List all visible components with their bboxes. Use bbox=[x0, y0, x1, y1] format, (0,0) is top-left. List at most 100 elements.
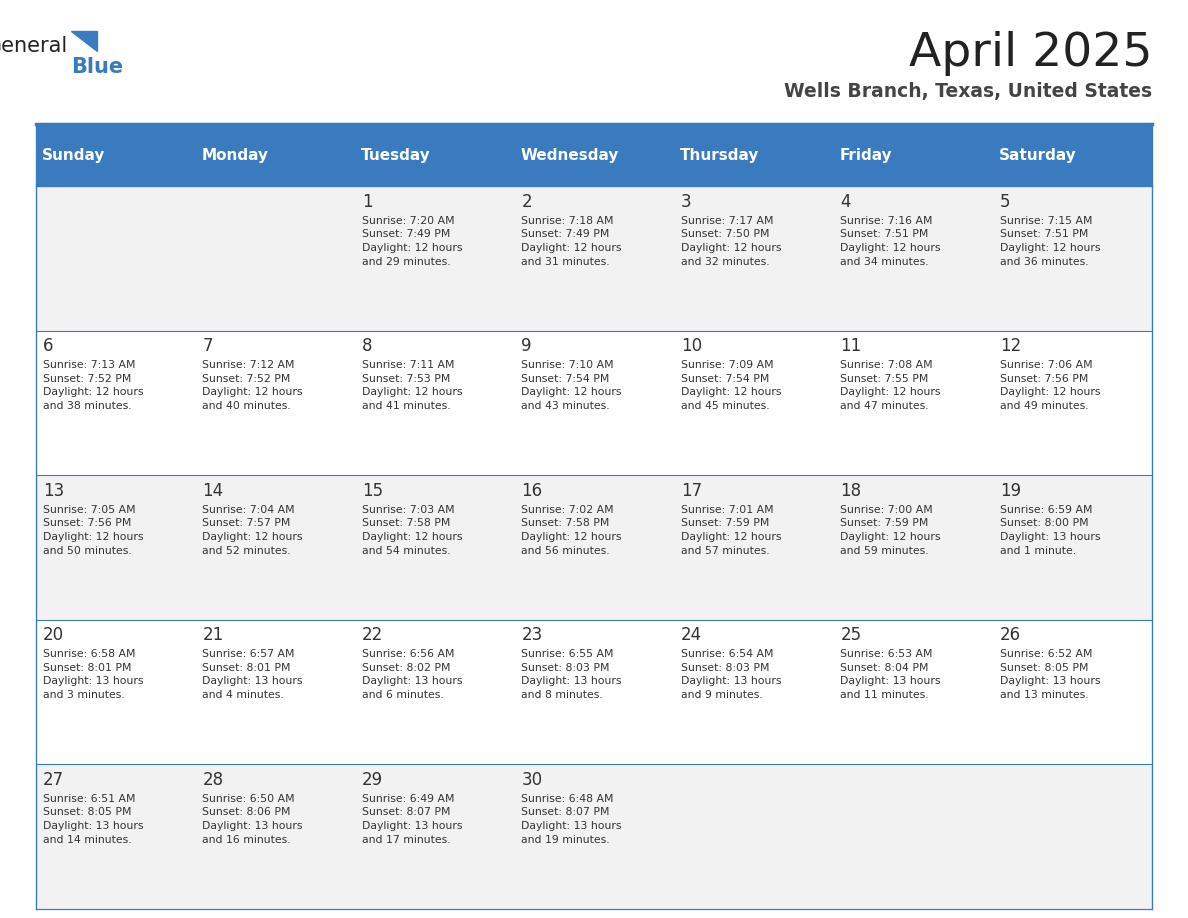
Text: Sunrise: 6:55 AM
Sunset: 8:03 PM
Daylight: 13 hours
and 8 minutes.: Sunrise: 6:55 AM Sunset: 8:03 PM Dayligh… bbox=[522, 649, 621, 700]
Bar bbox=[993, 186, 1152, 330]
Text: Sunrise: 7:00 AM
Sunset: 7:59 PM
Daylight: 12 hours
and 59 minutes.: Sunrise: 7:00 AM Sunset: 7:59 PM Dayligh… bbox=[840, 505, 941, 555]
Text: 6: 6 bbox=[43, 337, 53, 355]
Bar bbox=[355, 620, 514, 765]
Text: 4: 4 bbox=[840, 193, 851, 211]
Bar bbox=[514, 765, 674, 909]
Text: Sunrise: 6:59 AM
Sunset: 8:00 PM
Daylight: 13 hours
and 1 minute.: Sunrise: 6:59 AM Sunset: 8:00 PM Dayligh… bbox=[1000, 505, 1100, 555]
Bar bbox=[833, 124, 993, 186]
Text: 26: 26 bbox=[1000, 626, 1020, 644]
Text: 29: 29 bbox=[362, 771, 383, 789]
Bar bbox=[36, 186, 195, 330]
Text: Sunrise: 7:11 AM
Sunset: 7:53 PM
Daylight: 12 hours
and 41 minutes.: Sunrise: 7:11 AM Sunset: 7:53 PM Dayligh… bbox=[362, 360, 462, 411]
Text: 24: 24 bbox=[681, 626, 702, 644]
Text: Sunrise: 7:09 AM
Sunset: 7:54 PM
Daylight: 12 hours
and 45 minutes.: Sunrise: 7:09 AM Sunset: 7:54 PM Dayligh… bbox=[681, 360, 782, 411]
Text: Sunrise: 7:20 AM
Sunset: 7:49 PM
Daylight: 12 hours
and 29 minutes.: Sunrise: 7:20 AM Sunset: 7:49 PM Dayligh… bbox=[362, 216, 462, 266]
Text: 13: 13 bbox=[43, 482, 64, 499]
Bar bbox=[833, 765, 993, 909]
Bar bbox=[833, 186, 993, 330]
Bar bbox=[674, 476, 833, 620]
Bar bbox=[195, 330, 355, 476]
Bar bbox=[514, 124, 674, 186]
Bar bbox=[195, 765, 355, 909]
Text: 3: 3 bbox=[681, 193, 691, 211]
Bar bbox=[833, 476, 993, 620]
Text: Sunrise: 6:53 AM
Sunset: 8:04 PM
Daylight: 13 hours
and 11 minutes.: Sunrise: 6:53 AM Sunset: 8:04 PM Dayligh… bbox=[840, 649, 941, 700]
Bar bbox=[36, 124, 195, 186]
Text: Sunrise: 7:16 AM
Sunset: 7:51 PM
Daylight: 12 hours
and 34 minutes.: Sunrise: 7:16 AM Sunset: 7:51 PM Dayligh… bbox=[840, 216, 941, 266]
Text: 23: 23 bbox=[522, 626, 543, 644]
Bar bbox=[514, 186, 674, 330]
Text: Sunrise: 6:51 AM
Sunset: 8:05 PM
Daylight: 13 hours
and 14 minutes.: Sunrise: 6:51 AM Sunset: 8:05 PM Dayligh… bbox=[43, 794, 144, 845]
Bar bbox=[36, 765, 195, 909]
Text: 20: 20 bbox=[43, 626, 64, 644]
Text: 28: 28 bbox=[202, 771, 223, 789]
Bar bbox=[674, 186, 833, 330]
Text: Sunrise: 7:12 AM
Sunset: 7:52 PM
Daylight: 12 hours
and 40 minutes.: Sunrise: 7:12 AM Sunset: 7:52 PM Dayligh… bbox=[202, 360, 303, 411]
Text: Tuesday: Tuesday bbox=[361, 148, 431, 162]
Bar bbox=[195, 124, 355, 186]
Text: Sunrise: 6:54 AM
Sunset: 8:03 PM
Daylight: 13 hours
and 9 minutes.: Sunrise: 6:54 AM Sunset: 8:03 PM Dayligh… bbox=[681, 649, 782, 700]
Bar bbox=[195, 620, 355, 765]
Text: 27: 27 bbox=[43, 771, 64, 789]
Text: Blue: Blue bbox=[71, 57, 124, 77]
Text: Sunrise: 7:13 AM
Sunset: 7:52 PM
Daylight: 12 hours
and 38 minutes.: Sunrise: 7:13 AM Sunset: 7:52 PM Dayligh… bbox=[43, 360, 144, 411]
Text: Sunrise: 7:03 AM
Sunset: 7:58 PM
Daylight: 12 hours
and 54 minutes.: Sunrise: 7:03 AM Sunset: 7:58 PM Dayligh… bbox=[362, 505, 462, 555]
Text: 5: 5 bbox=[1000, 193, 1011, 211]
Text: April 2025: April 2025 bbox=[909, 30, 1152, 76]
Text: 14: 14 bbox=[202, 482, 223, 499]
Bar bbox=[355, 765, 514, 909]
Text: 1: 1 bbox=[362, 193, 373, 211]
Text: 11: 11 bbox=[840, 337, 861, 355]
Bar bbox=[355, 186, 514, 330]
Text: 16: 16 bbox=[522, 482, 543, 499]
Bar bbox=[514, 330, 674, 476]
Bar bbox=[195, 186, 355, 330]
Bar bbox=[833, 330, 993, 476]
Bar bbox=[514, 620, 674, 765]
Text: Thursday: Thursday bbox=[681, 148, 759, 162]
Text: 9: 9 bbox=[522, 337, 532, 355]
Text: Sunrise: 6:49 AM
Sunset: 8:07 PM
Daylight: 13 hours
and 17 minutes.: Sunrise: 6:49 AM Sunset: 8:07 PM Dayligh… bbox=[362, 794, 462, 845]
Text: Wells Branch, Texas, United States: Wells Branch, Texas, United States bbox=[784, 83, 1152, 101]
Text: Sunrise: 7:02 AM
Sunset: 7:58 PM
Daylight: 12 hours
and 56 minutes.: Sunrise: 7:02 AM Sunset: 7:58 PM Dayligh… bbox=[522, 505, 621, 555]
Text: Sunrise: 6:56 AM
Sunset: 8:02 PM
Daylight: 13 hours
and 6 minutes.: Sunrise: 6:56 AM Sunset: 8:02 PM Dayligh… bbox=[362, 649, 462, 700]
Text: Sunrise: 6:57 AM
Sunset: 8:01 PM
Daylight: 13 hours
and 4 minutes.: Sunrise: 6:57 AM Sunset: 8:01 PM Dayligh… bbox=[202, 649, 303, 700]
Bar bbox=[674, 124, 833, 186]
Text: 21: 21 bbox=[202, 626, 223, 644]
Text: 10: 10 bbox=[681, 337, 702, 355]
Bar bbox=[993, 124, 1152, 186]
Bar bbox=[833, 620, 993, 765]
Bar bbox=[355, 124, 514, 186]
Bar bbox=[993, 476, 1152, 620]
Bar bbox=[674, 620, 833, 765]
Text: 22: 22 bbox=[362, 626, 383, 644]
Text: Sunrise: 7:01 AM
Sunset: 7:59 PM
Daylight: 12 hours
and 57 minutes.: Sunrise: 7:01 AM Sunset: 7:59 PM Dayligh… bbox=[681, 505, 782, 555]
Text: 15: 15 bbox=[362, 482, 383, 499]
Text: General: General bbox=[0, 36, 68, 56]
Text: 17: 17 bbox=[681, 482, 702, 499]
Text: 12: 12 bbox=[1000, 337, 1022, 355]
Text: Sunrise: 7:08 AM
Sunset: 7:55 PM
Daylight: 12 hours
and 47 minutes.: Sunrise: 7:08 AM Sunset: 7:55 PM Dayligh… bbox=[840, 360, 941, 411]
Text: 25: 25 bbox=[840, 626, 861, 644]
Text: Sunrise: 7:05 AM
Sunset: 7:56 PM
Daylight: 12 hours
and 50 minutes.: Sunrise: 7:05 AM Sunset: 7:56 PM Dayligh… bbox=[43, 505, 144, 555]
Bar bbox=[993, 765, 1152, 909]
Text: Sunrise: 6:58 AM
Sunset: 8:01 PM
Daylight: 13 hours
and 3 minutes.: Sunrise: 6:58 AM Sunset: 8:01 PM Dayligh… bbox=[43, 649, 144, 700]
Text: Sunrise: 6:50 AM
Sunset: 8:06 PM
Daylight: 13 hours
and 16 minutes.: Sunrise: 6:50 AM Sunset: 8:06 PM Dayligh… bbox=[202, 794, 303, 845]
Bar bbox=[355, 476, 514, 620]
Bar bbox=[36, 476, 195, 620]
Bar bbox=[355, 330, 514, 476]
Text: 18: 18 bbox=[840, 482, 861, 499]
Text: Sunrise: 7:06 AM
Sunset: 7:56 PM
Daylight: 12 hours
and 49 minutes.: Sunrise: 7:06 AM Sunset: 7:56 PM Dayligh… bbox=[1000, 360, 1100, 411]
Text: 2: 2 bbox=[522, 193, 532, 211]
Text: Sunrise: 6:52 AM
Sunset: 8:05 PM
Daylight: 13 hours
and 13 minutes.: Sunrise: 6:52 AM Sunset: 8:05 PM Dayligh… bbox=[1000, 649, 1100, 700]
Polygon shape bbox=[71, 31, 97, 51]
Bar bbox=[993, 330, 1152, 476]
Text: Saturday: Saturday bbox=[999, 148, 1078, 162]
Bar bbox=[674, 765, 833, 909]
Bar bbox=[514, 476, 674, 620]
Text: Sunrise: 6:48 AM
Sunset: 8:07 PM
Daylight: 13 hours
and 19 minutes.: Sunrise: 6:48 AM Sunset: 8:07 PM Dayligh… bbox=[522, 794, 621, 845]
Text: Sunrise: 7:10 AM
Sunset: 7:54 PM
Daylight: 12 hours
and 43 minutes.: Sunrise: 7:10 AM Sunset: 7:54 PM Dayligh… bbox=[522, 360, 621, 411]
Text: Sunrise: 7:15 AM
Sunset: 7:51 PM
Daylight: 12 hours
and 36 minutes.: Sunrise: 7:15 AM Sunset: 7:51 PM Dayligh… bbox=[1000, 216, 1100, 266]
Text: Wednesday: Wednesday bbox=[520, 148, 619, 162]
Bar bbox=[36, 620, 195, 765]
